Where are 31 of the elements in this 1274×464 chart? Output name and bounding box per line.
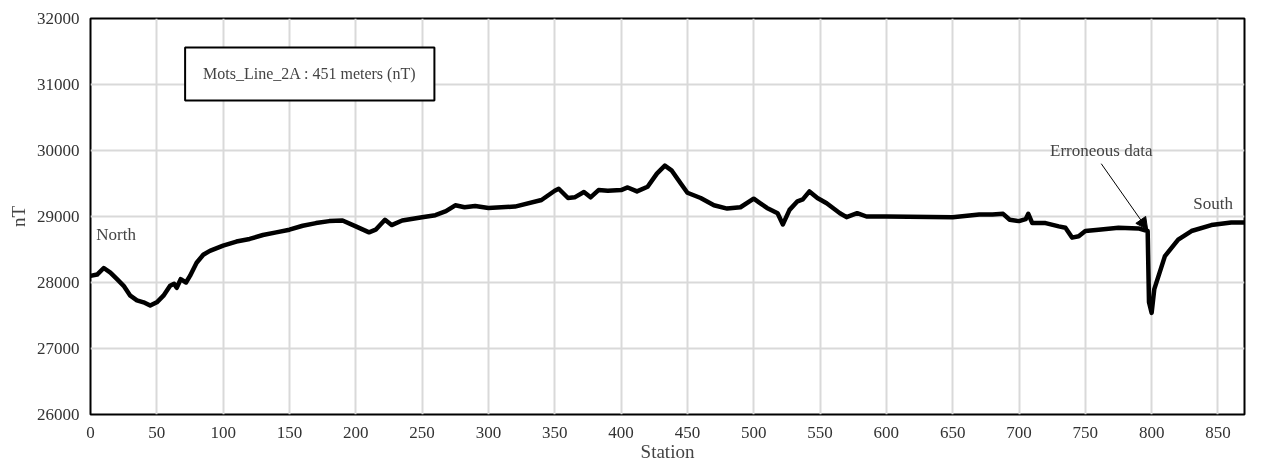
text: Mots_Line_2A : 451 meters (nT)	[203, 65, 416, 84]
x-tick-label: 50	[148, 422, 166, 442]
annotation: South	[1193, 193, 1234, 213]
y-tick-label: 30000	[37, 141, 80, 160]
x-tick-label: 450	[674, 422, 701, 442]
y-tick-label: 28000	[37, 273, 80, 292]
x-tick-label: 600	[873, 422, 900, 442]
x-tick-label: 500	[740, 422, 767, 442]
annotation: North	[96, 225, 137, 245]
y-tick-label: 29000	[37, 207, 80, 226]
x-tick-label: 800	[1138, 422, 1165, 442]
x-tick-label: 300	[475, 422, 502, 442]
x-axis-title: Station	[640, 440, 695, 462]
annotation: Erroneous data	[1050, 141, 1153, 161]
x-tick-label: 700	[1006, 422, 1032, 442]
x-tick-label: 650	[939, 422, 966, 442]
x-tick-label: 150	[276, 422, 303, 442]
x-tick-label: 750	[1072, 422, 1099, 442]
x-tick-label: 250	[409, 422, 435, 442]
x-tick-label: 200	[343, 422, 369, 442]
x-tick-label: 550	[807, 422, 833, 442]
x-tick-label: 850	[1205, 422, 1231, 442]
y-axis-title: nT	[8, 205, 29, 228]
y-tick-label: 27000	[37, 339, 80, 358]
x-tick-label: 400	[608, 422, 634, 442]
x-tick-label: 350	[542, 422, 568, 442]
y-tick-label: 26000	[37, 405, 80, 424]
x-tick-label: 100	[210, 422, 236, 442]
x-tick-label: 0	[86, 422, 95, 442]
y-tick-label: 31000	[37, 75, 80, 94]
y-tick-label: 32000	[37, 9, 80, 28]
